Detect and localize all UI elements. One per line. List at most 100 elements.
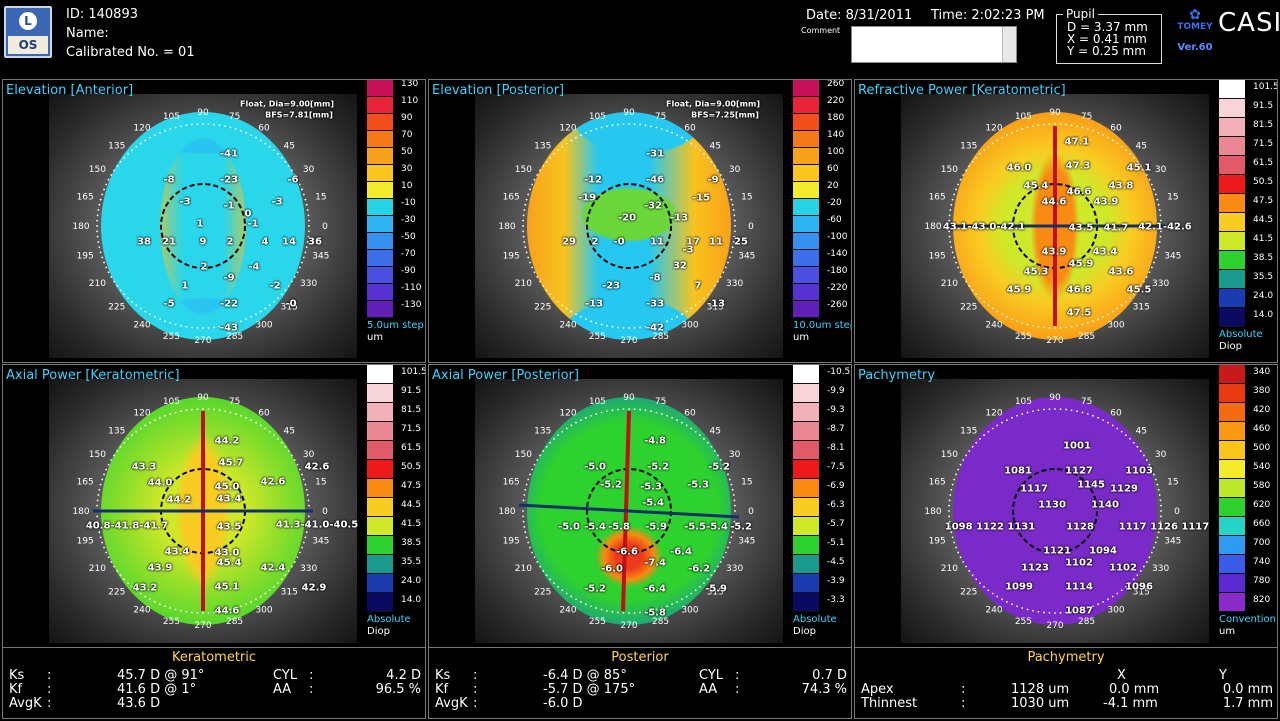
- patient-id: ID: 140893: [66, 7, 138, 22]
- tick-mark: [949, 209, 952, 211]
- tick-mark: [524, 531, 527, 534]
- angle-label: 210: [515, 279, 532, 289]
- map-value: -2: [269, 280, 281, 292]
- tick-mark: [1156, 483, 1159, 486]
- topography-panel[interactable]: Refractive Power [Keratometric] 90 75 60 45 3…: [854, 79, 1278, 363]
- map-value: 2: [226, 236, 234, 248]
- topography-panel[interactable]: Pachymetry 90 75 60 45 30 15 0 345 330 315 300 285 27…: [854, 364, 1278, 648]
- map-value: 1001: [1063, 440, 1091, 452]
- map-value: 45.3: [1023, 266, 1049, 278]
- map-value: 45.9: [1068, 258, 1094, 270]
- tick-mark: [732, 209, 735, 211]
- tick-mark: [1154, 478, 1157, 481]
- tick-mark: [527, 478, 530, 481]
- scale-label: 38.5: [401, 538, 422, 548]
- angle-label: 165: [929, 477, 946, 487]
- topography-panel[interactable]: Axial Power [Keratometric] 90 75 60 45 30 15 0 3…: [2, 364, 426, 648]
- map-value: -7.4: [644, 557, 666, 569]
- map-value: 44.2: [166, 494, 192, 506]
- cyl-label: CYL: [699, 668, 724, 683]
- comment-field[interactable]: [851, 26, 1017, 63]
- map-value: -5.5: [684, 521, 706, 533]
- map-value: 32: [673, 260, 687, 272]
- map-value: 21: [162, 236, 176, 248]
- pupil-y: Y = 0.25 mm: [1067, 44, 1146, 58]
- topography-panel[interactable]: Axial Power [Posterior] 90 75 60 45 30 15 0 345 3…: [428, 364, 852, 648]
- map-value: -46: [645, 174, 665, 186]
- tick-mark: [307, 214, 310, 217]
- tick-mark: [523, 209, 526, 211]
- calibration-number: Calibrated No. = 01: [66, 45, 195, 60]
- color-scale-band: [1219, 517, 1245, 536]
- tick-mark: [98, 246, 101, 249]
- topography-panel[interactable]: Elevation [Posterior] 90 75 60 45 30 15 0 345 330…: [428, 79, 852, 363]
- color-map: [527, 397, 731, 625]
- tick-mark: [948, 214, 951, 217]
- color-scale-band: [793, 422, 819, 441]
- tick-mark: [298, 183, 301, 186]
- ks-label: Ks: [9, 668, 25, 683]
- color-scale-band: [793, 403, 819, 422]
- angle-label: 0: [748, 507, 754, 517]
- color-scale-band: [793, 384, 819, 403]
- angle-label: 330: [1152, 564, 1169, 574]
- tick-mark: [955, 261, 957, 264]
- map-value: -5.8: [644, 607, 666, 619]
- map-value: -6.0: [601, 563, 623, 575]
- angle-label: 180: [924, 507, 941, 517]
- tick-mark: [1159, 515, 1162, 518]
- tick-mark: [1159, 499, 1162, 502]
- scale-label: 14.0: [1253, 310, 1274, 320]
- color-scale-band: [793, 301, 819, 318]
- angle-label: 45: [710, 426, 721, 436]
- map-value: -5.0: [584, 461, 606, 473]
- angle-label: 300: [681, 321, 698, 331]
- map-value: 43.9: [1041, 246, 1067, 258]
- map-value: -5.3: [640, 481, 662, 493]
- scale-label: -60: [827, 215, 842, 225]
- map-value: 44.0: [147, 477, 173, 489]
- map-value: -5.4: [642, 497, 664, 509]
- tick-mark: [529, 261, 531, 264]
- map-value: 43.4: [216, 493, 242, 505]
- tick-mark: [302, 541, 305, 544]
- angle-label: 135: [960, 426, 977, 436]
- scale-unit: Absolute: [793, 614, 837, 625]
- tick-mark: [99, 251, 102, 254]
- topography-panel[interactable]: Elevation [Anterior] 90 75 60 45 30 15 0 345 330 3…: [2, 79, 426, 363]
- scale-label: -4.5: [827, 557, 845, 567]
- scale-label: 580: [1253, 481, 1271, 491]
- colon: :: [961, 696, 966, 711]
- tick-mark: [727, 188, 729, 191]
- panel-title: Elevation [Anterior]: [6, 83, 134, 98]
- tick-mark: [955, 473, 957, 476]
- scale-label: -50: [401, 232, 416, 242]
- thinnest-label: Thinnest: [861, 696, 918, 711]
- map-value: 38: [137, 236, 151, 248]
- color-scale-band: [793, 555, 819, 574]
- thinnest-value: 1030 um: [1011, 696, 1070, 711]
- kf-value: -5.7 D @ 175°: [543, 682, 636, 697]
- map-value: -43: [219, 322, 239, 334]
- angle-label: 330: [300, 279, 317, 289]
- color-scale-band: [793, 80, 819, 97]
- scale-label: 38.5: [1253, 253, 1274, 263]
- angle-label: 150: [941, 450, 958, 460]
- comment-scrollbar[interactable]: [1002, 27, 1016, 62]
- tick-mark: [96, 235, 99, 238]
- tick-mark: [948, 499, 951, 502]
- map-value: 43.9: [147, 562, 173, 574]
- map-value: -6.2: [688, 563, 710, 575]
- color-scale-band: [367, 403, 393, 422]
- scale-label: 14.0: [401, 595, 422, 605]
- tick-mark: [1148, 271, 1151, 274]
- eye-letter: L: [19, 12, 37, 30]
- angle-label: 300: [255, 321, 272, 331]
- color-scale: [793, 80, 819, 334]
- tick-mark: [527, 541, 530, 544]
- angle-label: 0: [748, 222, 754, 232]
- scale-label: 660: [1253, 519, 1271, 529]
- color-scale-band: [793, 199, 819, 216]
- scale-label: -70: [401, 249, 416, 259]
- tick-mark: [953, 193, 956, 196]
